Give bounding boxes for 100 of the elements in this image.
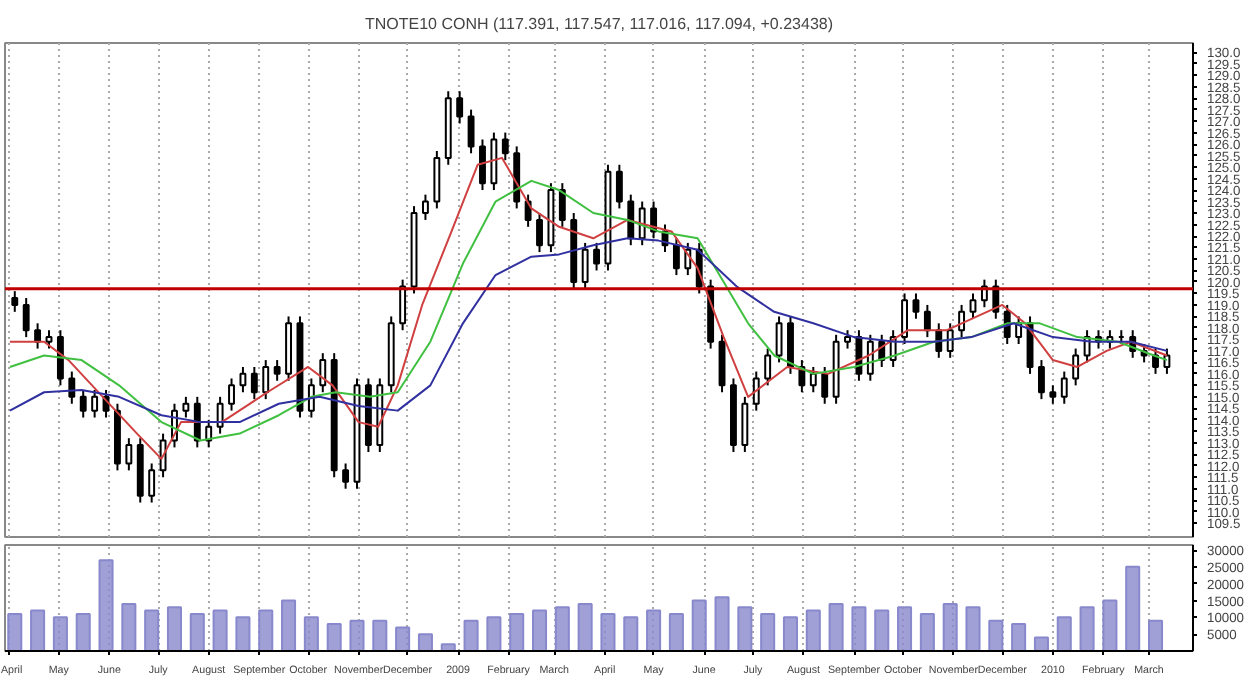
bar [623, 616, 639, 651]
candlestick [923, 303, 931, 339]
candlestick [11, 290, 19, 313]
candlestick [901, 292, 908, 345]
bar [988, 619, 1004, 651]
candlestick [148, 462, 156, 504]
bar [668, 612, 684, 651]
bar [532, 609, 548, 651]
bar [782, 616, 798, 651]
candlestick [45, 329, 53, 350]
candlestick [79, 388, 87, 419]
bar [509, 612, 525, 651]
candlestick [946, 322, 954, 359]
bar [1079, 606, 1095, 651]
bar [235, 616, 251, 651]
candlestick [125, 437, 133, 472]
candlestick [1060, 370, 1068, 405]
candlestick [775, 315, 783, 364]
bar [1148, 619, 1164, 651]
candlestick [752, 370, 760, 412]
candlestick [536, 212, 543, 254]
bar [577, 602, 593, 651]
bar [417, 633, 433, 651]
candlestick [319, 352, 327, 394]
candlestick [821, 365, 829, 405]
candlestick [56, 329, 64, 387]
bar [326, 623, 342, 651]
bar [189, 612, 205, 651]
bar [897, 606, 913, 651]
bar [1056, 616, 1072, 651]
bar [98, 559, 114, 651]
candlestick [627, 193, 635, 247]
candlestick [969, 292, 977, 320]
candlestick [809, 365, 817, 394]
bar [919, 612, 935, 651]
bar [440, 643, 456, 651]
candlestick [501, 131, 509, 162]
bar [828, 602, 844, 651]
bar [166, 606, 182, 651]
bar [714, 596, 730, 651]
candlestick [239, 365, 247, 394]
bar [281, 599, 297, 651]
bar [372, 619, 388, 651]
candlestick [273, 359, 281, 382]
bar [691, 599, 707, 651]
candlestick [1038, 359, 1045, 401]
candlestick [490, 131, 498, 192]
candlestick [422, 193, 429, 221]
bar [144, 609, 160, 651]
bar [75, 612, 91, 651]
candlestick [307, 377, 315, 419]
bar [349, 619, 365, 651]
candlestick [1163, 347, 1171, 375]
candlestick [958, 303, 966, 339]
bar [121, 602, 137, 651]
bar [600, 612, 616, 651]
bar [52, 616, 68, 651]
bar [486, 616, 502, 651]
bar [760, 612, 776, 651]
candlestick [593, 241, 600, 272]
bar [7, 612, 23, 651]
bar [942, 602, 958, 651]
bar [1125, 565, 1141, 651]
bar [805, 609, 821, 651]
bar [212, 609, 228, 651]
bar [554, 606, 570, 651]
candlestick [912, 292, 920, 320]
candlestick [68, 370, 76, 405]
bar [395, 626, 411, 651]
candlestick [581, 241, 589, 290]
candlestick [672, 237, 680, 277]
bar [1011, 623, 1027, 651]
candlestick [262, 359, 270, 401]
chart-title: TNOTE10 CONH (117.391, 117.547, 117.016, 117.094, +0.23438) [365, 15, 834, 33]
bar [646, 609, 662, 651]
candlestick [228, 377, 235, 412]
candlestick [741, 395, 749, 453]
bar [303, 616, 319, 651]
candlestick [250, 365, 258, 401]
candlestick [216, 395, 224, 435]
candlestick [342, 462, 350, 490]
candlestick [182, 395, 190, 419]
candlestick [844, 329, 851, 350]
bar [258, 609, 274, 651]
candlestick [399, 278, 407, 332]
candlestick [615, 163, 623, 210]
bar [30, 609, 46, 651]
bar [874, 609, 890, 651]
candlestick [558, 182, 566, 228]
candlestick [91, 388, 99, 419]
candlestick [22, 297, 30, 339]
bar [463, 619, 479, 651]
bar [851, 606, 867, 651]
bar [965, 606, 981, 651]
bar [1033, 636, 1049, 651]
candlestick [1072, 347, 1080, 387]
candlestick [787, 315, 794, 375]
candlestick [456, 90, 464, 125]
candlestick [479, 138, 486, 192]
candlestick [34, 322, 42, 350]
